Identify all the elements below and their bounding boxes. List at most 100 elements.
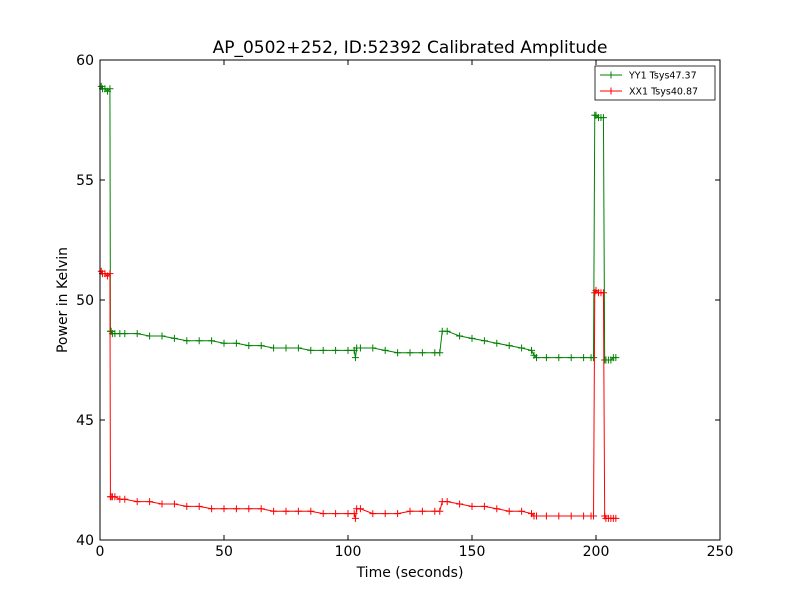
x-tick-label: 100 — [335, 544, 362, 560]
legend-box — [594, 65, 716, 101]
data-point — [133, 330, 141, 338]
data-point — [146, 498, 154, 506]
data-point — [468, 502, 476, 510]
series-2 — [97, 267, 620, 522]
data-point — [369, 344, 377, 352]
data-point — [158, 500, 166, 508]
data-point — [436, 507, 444, 515]
data-point — [133, 498, 141, 506]
data-point — [332, 510, 340, 518]
x-tick-label: 250 — [707, 544, 734, 560]
data-point — [518, 344, 526, 352]
data-point — [456, 332, 464, 340]
data-point — [170, 500, 178, 508]
data-point — [232, 505, 240, 513]
data-point — [356, 344, 364, 352]
y-tick-label: 45 — [76, 413, 94, 429]
data-point — [195, 337, 203, 345]
data-point — [567, 354, 575, 362]
data-point — [518, 507, 526, 515]
legend-marker — [607, 71, 615, 79]
x-tick-label: 0 — [96, 544, 105, 560]
data-point — [542, 512, 550, 520]
data-point — [369, 510, 377, 518]
data-point — [443, 327, 451, 335]
data-point — [580, 512, 588, 520]
data-point — [270, 344, 278, 352]
data-point — [294, 507, 302, 515]
data-point — [555, 354, 563, 362]
data-point — [480, 502, 488, 510]
data-point — [394, 349, 402, 357]
series-1 — [97, 82, 620, 364]
data-point — [245, 505, 253, 513]
y-axis-label: Power in Kelvin — [55, 247, 71, 353]
data-point — [208, 505, 216, 513]
data-point — [381, 510, 389, 518]
data-point — [220, 339, 228, 347]
data-point — [555, 512, 563, 520]
plot-area — [100, 60, 720, 540]
data-point — [282, 344, 290, 352]
data-point — [590, 354, 598, 362]
data-point — [528, 346, 536, 354]
data-point — [121, 330, 129, 338]
data-point — [532, 354, 540, 362]
data-point — [307, 507, 315, 515]
data-point — [418, 507, 426, 515]
data-point — [294, 344, 302, 352]
data-point — [542, 354, 550, 362]
legend-item: YY1 Tsys47.37 — [600, 71, 697, 82]
y-tick-label: 55 — [76, 173, 94, 189]
y-axis: 40 45 50 55 60 — [76, 53, 720, 549]
data-point — [351, 514, 359, 522]
data-point — [319, 510, 327, 518]
data-point — [505, 507, 513, 515]
data-point — [505, 342, 513, 350]
data-point — [590, 512, 598, 520]
data-point — [493, 339, 501, 347]
data-point — [356, 505, 364, 513]
y-tick-label: 50 — [76, 293, 94, 309]
data-point — [468, 334, 476, 342]
data-point — [183, 502, 191, 510]
data-point — [270, 507, 278, 515]
data-point — [121, 495, 129, 503]
data-point — [443, 498, 451, 506]
x-tick-label: 200 — [583, 544, 610, 560]
data-point — [282, 507, 290, 515]
data-point — [245, 342, 253, 350]
legend-item: XX1 Tsys40.87 — [600, 87, 698, 98]
data-point — [332, 346, 340, 354]
data-point — [394, 510, 402, 518]
y-tick-label: 60 — [76, 53, 94, 69]
data-point — [319, 346, 327, 354]
data-point — [208, 337, 216, 345]
data-point — [111, 493, 119, 501]
data-point — [350, 510, 358, 518]
legend-label: XX1 Tsys40.87 — [629, 87, 698, 98]
x-tick-label: 150 — [459, 544, 486, 560]
data-point — [532, 512, 540, 520]
data-point — [146, 332, 154, 340]
y-tick-label: 40 — [76, 533, 94, 549]
data-point — [351, 354, 359, 362]
data-point — [612, 514, 620, 522]
data-point — [195, 502, 203, 510]
data-point — [106, 85, 114, 93]
data-point — [158, 332, 166, 340]
data-point — [183, 337, 191, 345]
data-point — [599, 114, 607, 122]
data-point — [418, 349, 426, 357]
data-point — [599, 289, 607, 297]
data-point — [480, 337, 488, 345]
chart-title: AP_0502+252, ID:52392 Calibrated Amplitu… — [213, 38, 608, 58]
data-point — [567, 512, 575, 520]
x-axis: 0 50 100 150 200 250 — [96, 60, 734, 560]
data-point — [307, 346, 315, 354]
data-point — [381, 346, 389, 354]
data-point — [612, 354, 620, 362]
data-point — [220, 505, 228, 513]
data-point — [344, 510, 352, 518]
